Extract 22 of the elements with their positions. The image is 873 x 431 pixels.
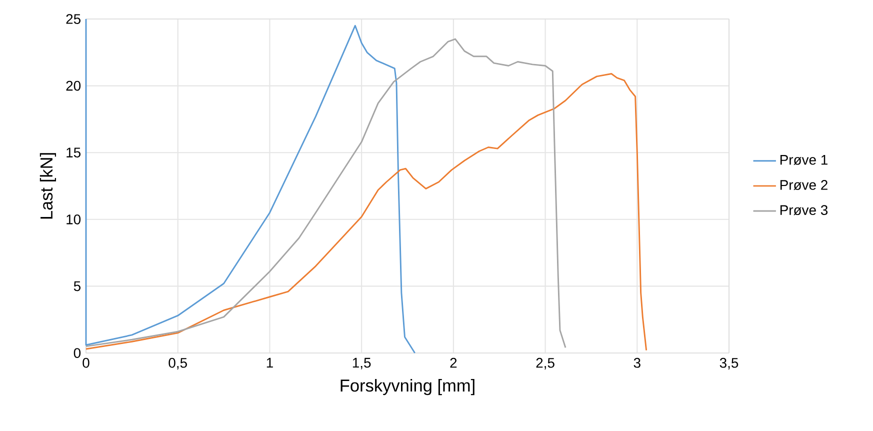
x-tick-label: 2	[450, 358, 457, 368]
x-tick-label: 3	[634, 358, 640, 368]
x-axis-title: Forskyvning [mm]	[340, 378, 474, 396]
y-tick-label: 20	[66, 80, 81, 91]
y-tick-label: 15	[66, 148, 80, 158]
y-tick-label: 5	[74, 281, 80, 292]
y-tick-label: 25	[66, 14, 80, 24]
y-axis-title: Last [kN]	[40, 153, 56, 219]
legend-label: Prøve 1	[780, 155, 828, 165]
legend-label: Prøve 2	[780, 180, 828, 190]
x-tick-label: 0,5	[168, 358, 187, 370]
x-tick-label: 2,5	[536, 358, 554, 370]
legend-label: Prøve 3	[780, 205, 828, 216]
y-tick-label: 10	[66, 214, 81, 224]
y-tick-label: 0	[74, 348, 81, 358]
line-series	[85, 38, 566, 348]
line-series	[85, 73, 648, 352]
x-tick-label: 1,5	[352, 358, 371, 370]
x-tick-label: 0	[82, 358, 90, 368]
x-tick-label: 3,5	[720, 358, 738, 370]
x-tick-label: 1	[266, 358, 273, 368]
line-series	[85, 18, 416, 354]
